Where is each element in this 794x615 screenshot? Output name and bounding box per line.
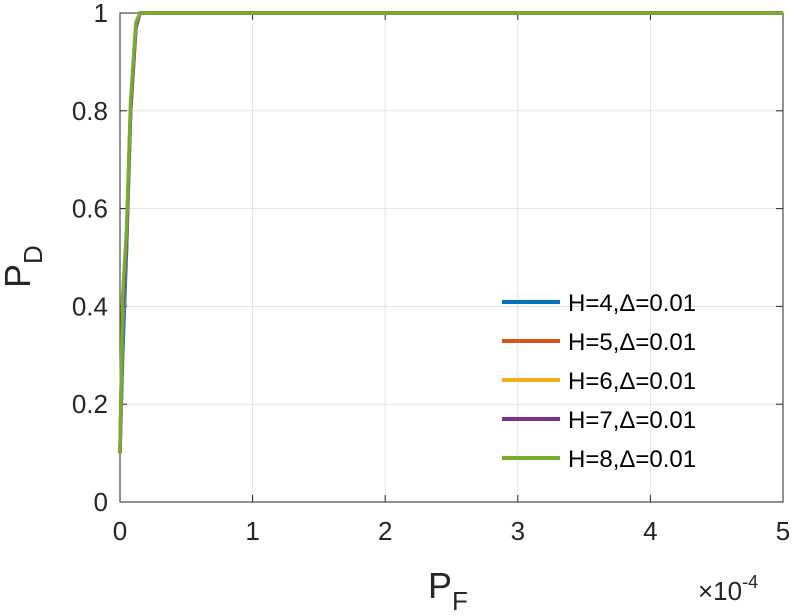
series-line-5 (118, 11, 783, 454)
legend-label-3: H=6,Δ=0.01 (568, 368, 696, 395)
x-tick-label: 5 (776, 516, 790, 546)
series-lines (118, 11, 783, 454)
tick-labels: 0 1 2 3 4 5 0 0.2 0.4 0.6 0.8 1 (72, 0, 790, 546)
x-tick-label: 4 (643, 516, 657, 546)
legend-label-2: H=5,Δ=0.01 (568, 329, 696, 356)
y-tick-label: 1 (94, 0, 108, 28)
y-tick-label: 0 (94, 487, 108, 517)
legend-label-4: H=7,Δ=0.01 (568, 407, 696, 434)
y-axis-label: PD (0, 245, 48, 288)
x-tick-label: 1 (245, 516, 259, 546)
y-tick-label: 0.2 (72, 389, 108, 419)
y-tick-label: 0.4 (72, 291, 108, 321)
x-axis-label: PF (428, 565, 468, 615)
y-tick-label: 0.8 (72, 96, 108, 126)
legend-label-5: H=8,Δ=0.01 (568, 446, 696, 473)
x-tick-label: 0 (113, 516, 127, 546)
x-tick-label: 2 (378, 516, 392, 546)
legend: H=4,Δ=0.01 H=5,Δ=0.01 H=6,Δ=0.01 H=7,Δ=0.01… (502, 290, 696, 473)
legend-label-1: H=4,Δ=0.01 (568, 290, 696, 317)
y-tick-label: 0.6 (72, 194, 108, 224)
x-axis-multiplier: ×10-4 (698, 572, 758, 606)
x-tick-label: 3 (511, 516, 525, 546)
